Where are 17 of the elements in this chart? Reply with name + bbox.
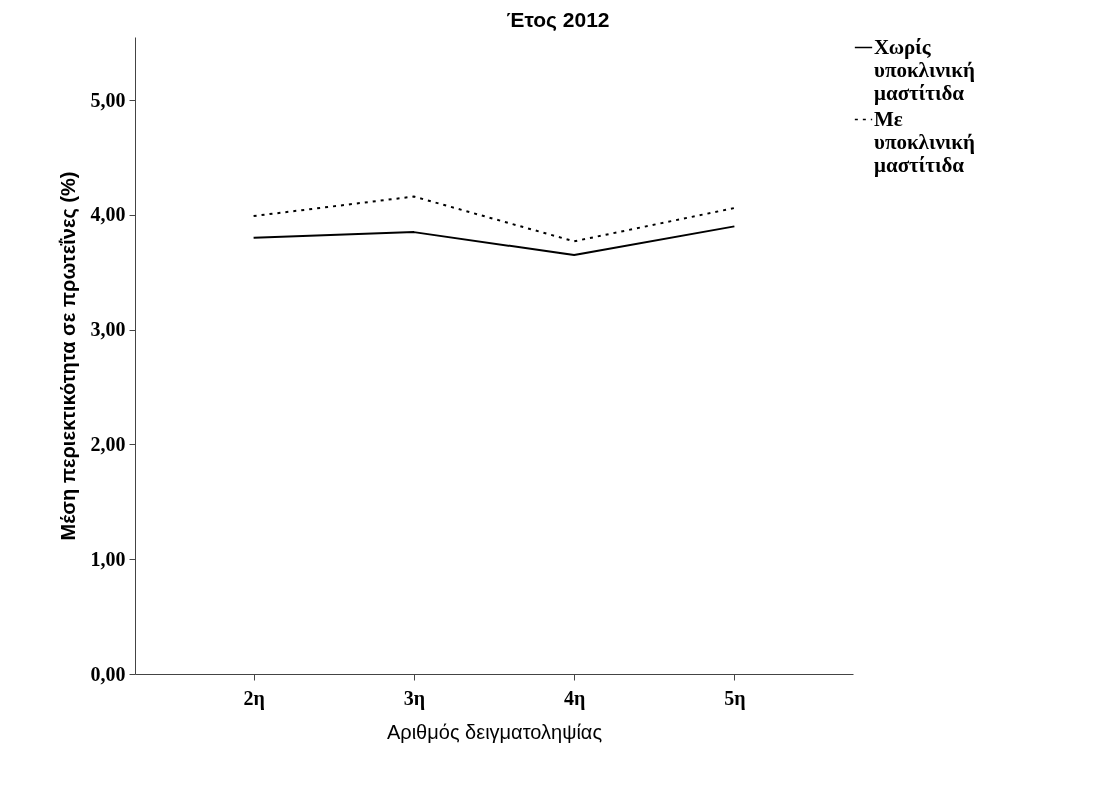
legend-label: Χωρίς υποκλινική μαστίτιδα xyxy=(874,34,975,105)
legend-label: Με υποκλινική μαστίτιδα xyxy=(874,106,975,177)
line-series xyxy=(252,195,736,243)
y-tick-label: 2,00 xyxy=(90,432,126,455)
x-tick-label: 5η xyxy=(724,686,746,710)
y-tick-label: 1,00 xyxy=(90,547,126,570)
line-series xyxy=(252,225,736,257)
x-tick-label: 4η xyxy=(563,686,586,710)
y-axis-title: Μέση περιεκτικότητα σε πρωτεΐνες (%) xyxy=(56,171,79,541)
x-tick-label: 2η xyxy=(243,686,265,710)
y-tick-label: 4,00 xyxy=(90,203,126,226)
y-tick-label: 0,00 xyxy=(90,662,126,685)
x-axis-title: Αριθμός δειγματοληψίας xyxy=(386,720,603,743)
y-tick-label: 5,00 xyxy=(90,88,126,111)
x-tick-label: 3η xyxy=(403,686,426,710)
y-tick-label: 3,00 xyxy=(90,318,126,341)
chart-title: Έτος 2012 xyxy=(506,8,610,32)
